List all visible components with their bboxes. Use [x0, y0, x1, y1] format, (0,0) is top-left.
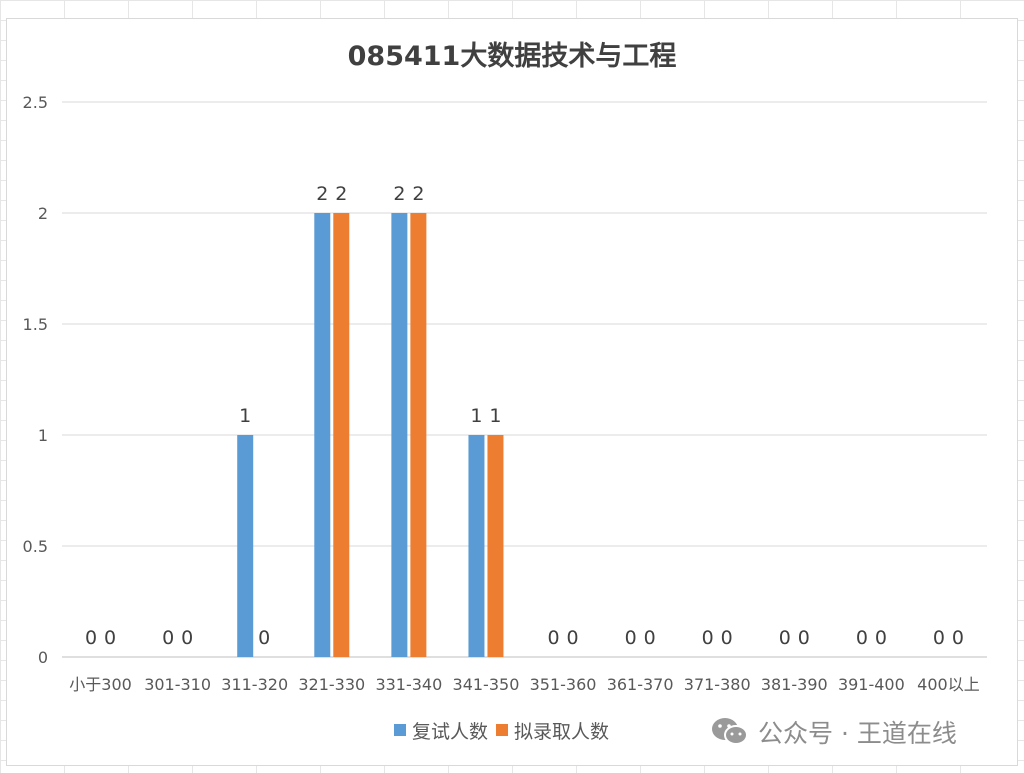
data-label: 0: [856, 627, 868, 649]
x-tick-label: 311-320: [221, 675, 288, 694]
x-tick-label: 381-390: [761, 675, 828, 694]
data-label: 0: [933, 627, 945, 649]
data-label: 0: [181, 627, 193, 649]
x-tick-label: 341-350: [453, 675, 520, 694]
x-tick-label: 391-400: [838, 675, 905, 694]
chart-area[interactable]: [6, 18, 1018, 766]
x-tick-label: 331-340: [375, 675, 442, 694]
bar-1: [391, 213, 408, 657]
y-tick-label: 1.5: [23, 315, 48, 334]
y-tick-label: 1: [38, 426, 48, 445]
x-tick-label: 321-330: [298, 675, 365, 694]
data-label: 0: [644, 627, 656, 649]
legend-item-series-2: 拟录取人数: [496, 717, 609, 744]
y-tick-label: 2.5: [23, 93, 48, 112]
x-tick-label: 361-370: [607, 675, 674, 694]
data-label: 0: [721, 627, 733, 649]
data-label: 2: [412, 183, 424, 205]
data-label: 0: [104, 627, 116, 649]
watermark-text: 公众号 · 王道在线: [758, 719, 957, 748]
data-label: 0: [875, 627, 887, 649]
chart-legend: 复试人数 拟录取人数: [394, 717, 617, 744]
data-label: 0: [798, 627, 810, 649]
data-label: 0: [702, 627, 714, 649]
data-label: 0: [547, 627, 559, 649]
bar-2: [410, 213, 427, 657]
data-label: 1: [239, 405, 251, 427]
wechat-icon: [712, 718, 748, 745]
data-label: 0: [779, 627, 791, 649]
legend-label-series-2: 拟录取人数: [514, 720, 610, 743]
data-label: 2: [393, 183, 405, 205]
data-label: 0: [162, 627, 174, 649]
data-label: 1: [470, 405, 482, 427]
data-label: 0: [85, 627, 97, 649]
x-tick-label: 小于300: [69, 675, 132, 694]
bar-1: [314, 213, 331, 657]
y-tick-label: 2: [38, 204, 48, 223]
bar-1: [237, 435, 254, 657]
legend-label-series-1: 复试人数: [412, 720, 489, 743]
data-label: 1: [489, 405, 501, 427]
bar-1: [468, 435, 485, 657]
bar-2: [333, 213, 350, 657]
data-label: 2: [316, 183, 328, 205]
y-tick-label: 0.5: [23, 537, 48, 556]
x-tick-label: 400以上: [917, 675, 980, 694]
legend-swatch-series-1: [394, 724, 406, 736]
data-label: 0: [952, 627, 964, 649]
data-label: 0: [258, 627, 270, 649]
legend-item-series-1: 复试人数: [394, 717, 488, 744]
x-tick-label: 371-380: [684, 675, 751, 694]
data-label: 0: [566, 627, 578, 649]
x-tick-label: 301-310: [144, 675, 211, 694]
watermark: 公众号 · 王道在线: [710, 714, 957, 750]
x-tick-label: 351-360: [530, 675, 597, 694]
legend-swatch-series-2: [496, 724, 509, 736]
bar-2: [487, 435, 504, 657]
chart-title: 085411大数据技术与工程: [347, 41, 677, 72]
data-label: 2: [335, 183, 347, 205]
y-tick-label: 0: [38, 648, 48, 667]
data-label: 0: [625, 627, 637, 649]
